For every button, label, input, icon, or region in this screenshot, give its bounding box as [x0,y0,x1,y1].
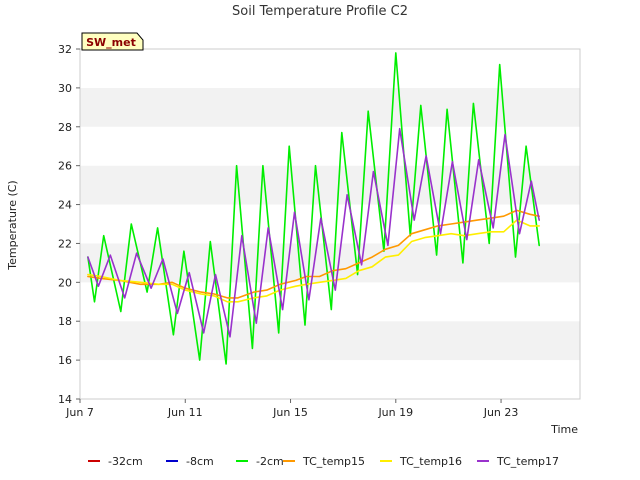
chart-title: Soil Temperature Profile C2 [232,4,408,19]
grid-band [80,126,580,166]
legend-label: -32cm [108,455,143,468]
x-axis-ticks: Jun 7 Jun 11 Jun 15 Jun 19 Jun 23 [65,399,518,419]
legend-label: -2cm [256,455,284,468]
legend-label: TC_temp17 [496,455,559,468]
series-lines [87,52,541,365]
y-tick-label: 30 [58,82,72,95]
y-tick-label: 28 [58,121,72,134]
series-line-tctemp17 [87,127,541,338]
series-line-tctemp16 [87,219,541,303]
y-axis-label: Temperature (C) [6,180,19,270]
legend: -32cm -8cm -2cm TC_temp15 TC_temp16 TC_temp17 [88,455,559,468]
site-tag-label: SW_met [86,36,136,49]
y-tick-label: 18 [58,315,72,328]
grid-band [80,360,580,399]
plot-area-frame [79,48,581,400]
legend-label: TC_temp16 [399,455,462,468]
y-tick-label: 26 [58,160,72,173]
y-tick-label: 24 [58,199,72,212]
y-axis-ticks: 14 16 18 20 22 24 26 28 30 32 [58,43,80,406]
y-tick-label: 14 [58,393,72,406]
x-tick-label: Jun 23 [483,406,519,419]
x-tick-label: Jun 11 [167,406,203,419]
x-tick-label: Jun 15 [272,406,308,419]
y-tick-label: 16 [58,354,72,367]
site-tag-box [81,32,144,51]
series-line-tctemp15 [87,209,541,299]
x-tick-label: Jun 7 [65,406,94,419]
legend-label: TC_temp15 [302,455,365,468]
x-axis-label: Time [550,423,578,436]
y-tick-label: 20 [58,276,72,289]
grid-band [80,204,580,244]
grid-band [80,165,580,205]
site-tag: SW_met [81,32,144,51]
y-tick-label: 32 [58,43,72,56]
legend-label: -8cm [186,455,214,468]
grid-bands [80,49,580,399]
grid-band [80,49,580,88]
y-tick-label: 22 [58,237,72,250]
x-tick-label: Jun 19 [377,406,413,419]
grid-band [80,321,580,361]
